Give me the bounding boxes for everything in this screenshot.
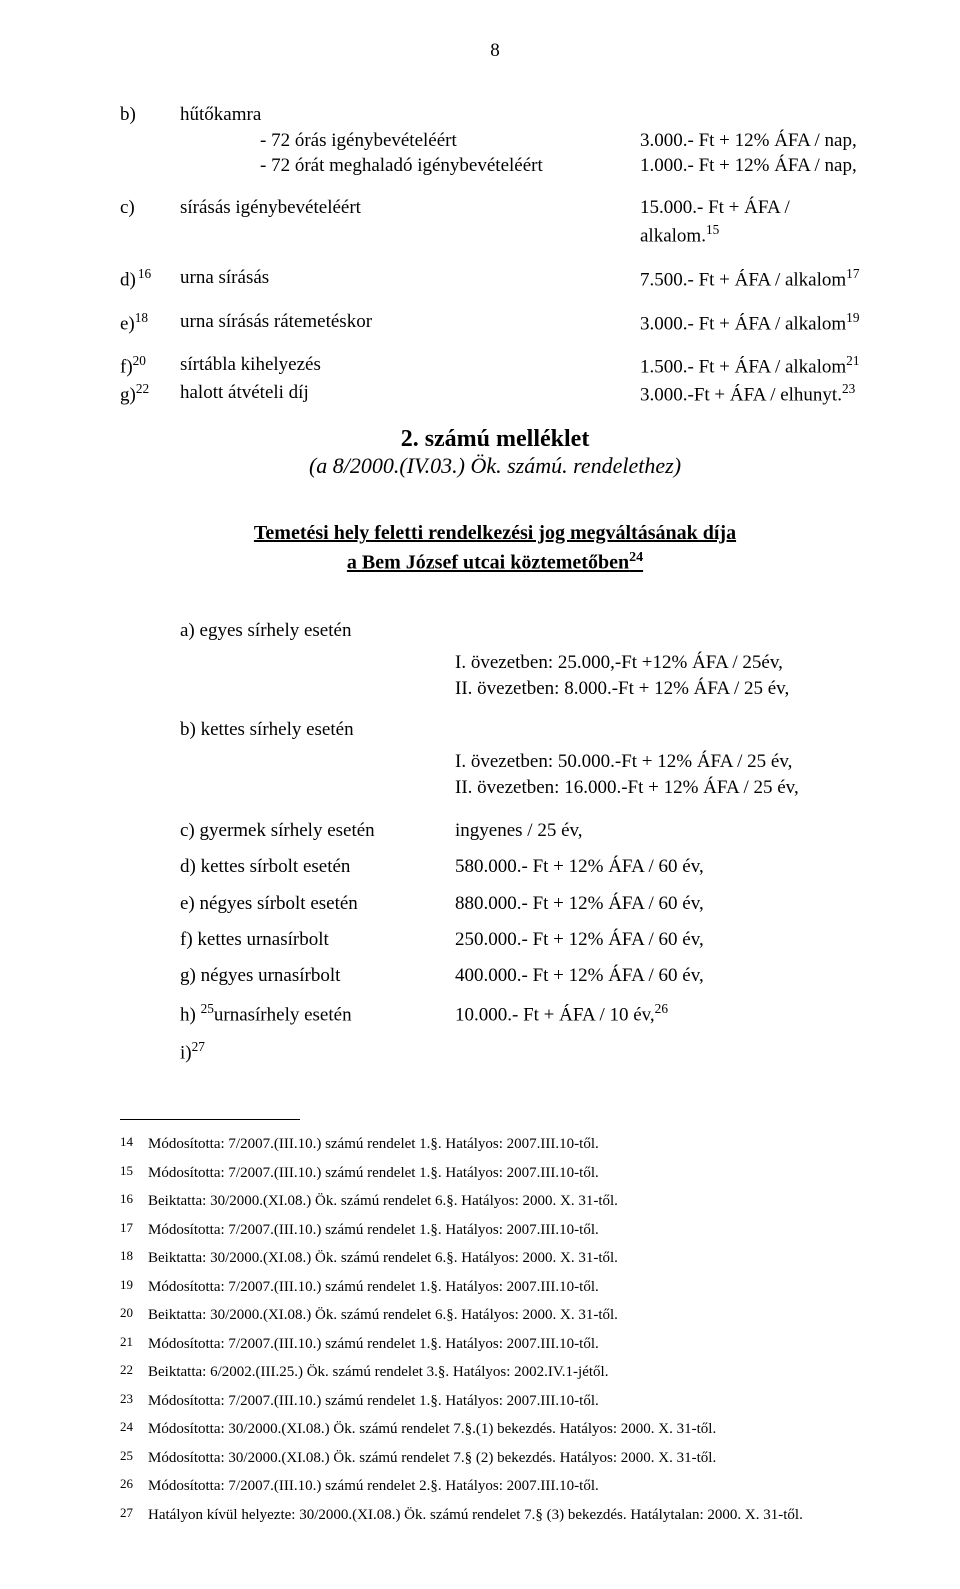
- footnote-row: 23Módosította: 7/2007.(III.10.) számú re…: [120, 1387, 870, 1416]
- footnote-number: 24: [120, 1415, 148, 1444]
- footnote-number: 27: [120, 1501, 148, 1530]
- list-b-label: b) kettes sírhely esetén: [180, 717, 870, 743]
- list-a-label: a) egyes sírhely esetén: [180, 618, 870, 644]
- footnote-text: Módosította: 30/2000.(XI.08.) Ök. számú …: [148, 1444, 870, 1473]
- item-f-row: f)20 sírtábla kihelyezés 1.500.- Ft + ÁF…: [120, 352, 870, 380]
- item-b-title: hűtőkamra: [180, 102, 640, 128]
- list-f-row: f) kettes urnasírbolt 250.000.- Ft + 12%…: [180, 925, 870, 955]
- footnote-number: 25: [120, 1444, 148, 1473]
- item-c-row: c) sírásás igénybevételéért 15.000.- Ft …: [120, 195, 870, 249]
- footnote-row: 24Módosította: 30/2000.(XI.08.) Ök. szám…: [120, 1415, 870, 1444]
- footnote-text: Beiktatta: 30/2000.(XI.08.) Ök. számú re…: [148, 1244, 870, 1273]
- footnote-row: 17Módosította: 7/2007.(III.10.) számú re…: [120, 1216, 870, 1245]
- footnote-number: 22: [120, 1358, 148, 1387]
- footnote-text: Hatályon kívül helyezte: 30/2000.(XI.08.…: [148, 1501, 870, 1530]
- item-c-letter: c): [120, 195, 180, 221]
- footnote-row: 25Módosította: 30/2000.(XI.08.) Ök. szám…: [120, 1444, 870, 1473]
- footnote-text: Módosította: 7/2007.(III.10.) számú rend…: [148, 1472, 870, 1501]
- item-e-row: e)18 urna sírásás rátemetéskor 3.000.- F…: [120, 309, 870, 337]
- footnote-number: 19: [120, 1273, 148, 1302]
- item-g-label: halott átvételi díj: [180, 380, 640, 406]
- item-g-row: g)22 halott átvételi díj 3.000.-Ft + ÁFA…: [120, 380, 870, 408]
- item-e-value: 3.000.- Ft + ÁFA / alkalom19: [640, 309, 870, 337]
- footnote-number: 20: [120, 1301, 148, 1330]
- footnote-row: 22Beiktatta: 6/2002.(III.25.) Ök. számú …: [120, 1358, 870, 1387]
- item-b-line1-label: - 72 órás igénybevételéért: [180, 128, 640, 154]
- footnote-text: Módosította: 7/2007.(III.10.) számú rend…: [148, 1159, 870, 1188]
- item-b-letter: b): [120, 102, 180, 128]
- list-d-row: d) kettes sírbolt esetén 580.000.- Ft + …: [180, 852, 870, 882]
- footnote-row: 21Módosította: 7/2007.(III.10.) számú re…: [120, 1330, 870, 1359]
- list-g-row: g) négyes urnasírbolt 400.000.- Ft + 12%…: [180, 961, 870, 991]
- item-d-letter: d)16: [120, 265, 180, 293]
- item-c-label: sírásás igénybevételéért: [180, 195, 640, 221]
- footnotes: 14Módosította: 7/2007.(III.10.) számú re…: [120, 1130, 870, 1529]
- list-i-row: i)27: [180, 1036, 870, 1069]
- footnote-number: 15: [120, 1159, 148, 1188]
- item-g-value: 3.000.-Ft + ÁFA / elhunyt.23: [640, 380, 870, 408]
- footnote-row: 18Beiktatta: 30/2000.(XI.08.) Ök. számú …: [120, 1244, 870, 1273]
- list-b-values: I. övezetben: 50.000.-Ft + 12% ÁFA / 25 …: [455, 749, 870, 802]
- item-d-row: d)16 urna sírásás 7.500.- Ft + ÁFA / alk…: [120, 265, 870, 293]
- footnote-number: 26: [120, 1472, 148, 1501]
- item-f-label: sírtábla kihelyezés: [180, 352, 640, 378]
- footnote-text: Módosította: 7/2007.(III.10.) számú rend…: [148, 1387, 870, 1416]
- item-b-line2-value: 1.000.- Ft + 12% ÁFA / nap,: [640, 153, 870, 179]
- document-page: 8 b) hűtőkamra - 72 órás igénybevételéér…: [0, 0, 960, 1589]
- footnote-row: 14Módosította: 7/2007.(III.10.) számú re…: [120, 1130, 870, 1159]
- footnote-number: 23: [120, 1387, 148, 1416]
- attachment-title: 2. számú melléklet: [120, 426, 870, 453]
- footnote-text: Módosította: 7/2007.(III.10.) számú rend…: [148, 1273, 870, 1302]
- footnote-text: Módosította: 7/2007.(III.10.) számú rend…: [148, 1330, 870, 1359]
- footnote-number: 18: [120, 1244, 148, 1273]
- footnote-row: 19Módosította: 7/2007.(III.10.) számú re…: [120, 1273, 870, 1302]
- heading: Temetési hely feletti rendelkezési jog m…: [120, 519, 870, 578]
- item-b-line1: - 72 órás igénybevételéért 3.000.- Ft + …: [120, 128, 870, 154]
- footnote-row: 20Beiktatta: 30/2000.(XI.08.) Ök. számú …: [120, 1301, 870, 1330]
- footnote-row: 16Beiktatta: 30/2000.(XI.08.) Ök. számú …: [120, 1187, 870, 1216]
- list-h-row: h) 25urnasírhely esetén 10.000.- Ft + ÁF…: [180, 998, 870, 1031]
- footnote-row: 27Hatályon kívül helyezte: 30/2000.(XI.0…: [120, 1501, 870, 1530]
- list-a-values: I. övezetben: 25.000,-Ft +12% ÁFA / 25év…: [455, 650, 870, 703]
- footnote-rule: [120, 1119, 300, 1120]
- attachment-subtitle: (a 8/2000.(IV.03.) Ök. számú. rendelethe…: [120, 453, 870, 479]
- footnote-number: 21: [120, 1330, 148, 1359]
- item-b-row: b) hűtőkamra: [120, 102, 870, 128]
- page-number: 8: [120, 40, 870, 62]
- footnote-text: Beiktatta: 6/2002.(III.25.) Ök. számú re…: [148, 1358, 870, 1387]
- item-b-line2: - 72 órát meghaladó igénybevételéért 1.0…: [120, 153, 870, 179]
- item-b-line2-label: - 72 órát meghaladó igénybevételéért: [180, 153, 640, 179]
- footnote-text: Beiktatta: 30/2000.(XI.08.) Ök. számú re…: [148, 1187, 870, 1216]
- footnote-text: Beiktatta: 30/2000.(XI.08.) Ök. számú re…: [148, 1301, 870, 1330]
- footnote-row: 15Módosította: 7/2007.(III.10.) számú re…: [120, 1159, 870, 1188]
- item-d-value: 7.500.- Ft + ÁFA / alkalom17: [640, 265, 870, 293]
- item-g-letter: g)22: [120, 380, 180, 408]
- footnote-number: 16: [120, 1187, 148, 1216]
- list-e-row: e) négyes sírbolt esetén 880.000.- Ft + …: [180, 889, 870, 919]
- item-f-letter: f)20: [120, 352, 180, 380]
- item-c-value: 15.000.- Ft + ÁFA / alkalom.15: [640, 195, 870, 249]
- footnote-number: 14: [120, 1130, 148, 1159]
- footnote-text: Módosította: 30/2000.(XI.08.) Ök. számú …: [148, 1415, 870, 1444]
- list-c-row: c) gyermek sírhely esetén ingyenes / 25 …: [180, 816, 870, 846]
- footnote-number: 17: [120, 1216, 148, 1245]
- item-e-letter: e)18: [120, 309, 180, 337]
- footnote-text: Módosította: 7/2007.(III.10.) számú rend…: [148, 1216, 870, 1245]
- footnote-text: Módosította: 7/2007.(III.10.) számú rend…: [148, 1130, 870, 1159]
- item-d-label: urna sírásás: [180, 265, 640, 291]
- item-e-label: urna sírásás rátemetéskor: [180, 309, 640, 335]
- item-f-value: 1.500.- Ft + ÁFA / alkalom21: [640, 352, 870, 380]
- footnote-row: 26Módosította: 7/2007.(III.10.) számú re…: [120, 1472, 870, 1501]
- item-b-line1-value: 3.000.- Ft + 12% ÁFA / nap,: [640, 128, 870, 154]
